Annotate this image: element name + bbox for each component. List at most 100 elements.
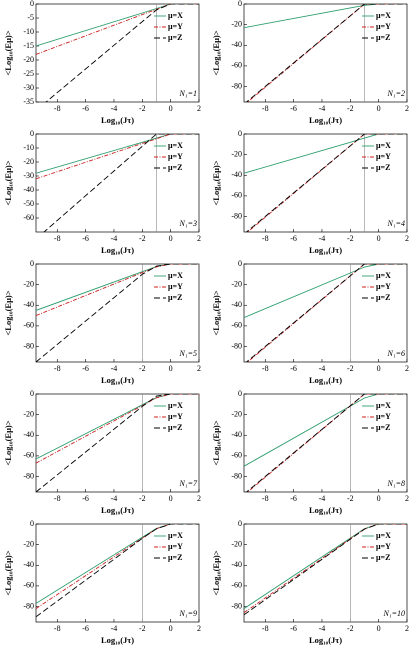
series-line: [36, 4, 199, 47]
x-tick-label: -6: [82, 364, 89, 373]
x-tick-label: 2: [405, 364, 409, 373]
legend-label: μ=Z: [168, 293, 182, 302]
y-tick-label: 0: [30, 0, 34, 8]
y-tick-label: -60: [231, 191, 242, 200]
y-tick-label: -80: [23, 471, 34, 480]
legend-label: μ=Y: [168, 152, 183, 161]
x-tick-label: 0: [377, 364, 381, 373]
x-tick-label: -2: [347, 104, 354, 113]
x-tick-label: 0: [377, 104, 381, 113]
series-line: [36, 134, 199, 174]
panel: 0-20-40-60-80-8 -6 -4 -2 0 2Log₁₀(Jτ)<Log₁₀(E…: [211, 259, 409, 385]
x-axis-label: Log₁₀(Jτ): [309, 115, 342, 125]
y-tick-label: -40: [231, 430, 242, 439]
x-tick-label: -8: [54, 494, 61, 503]
x-tick-label: -4: [319, 624, 326, 633]
y-tick-label: -20: [231, 409, 242, 418]
x-tick-label: 0: [377, 624, 381, 633]
y-tick-label: -10: [23, 143, 34, 152]
panel: 0-10-20-30-40-50-60-8 -6 -4 -2 0 2Log₁₀(Jτ)<L…: [3, 129, 201, 255]
legend-label: μ=X: [168, 271, 183, 280]
y-axis-label: <Log₁₀(Eμ)>: [3, 30, 13, 75]
y-tick-label: -80: [231, 471, 242, 480]
legend-label: μ=Z: [168, 423, 182, 432]
y-tick-label: -60: [231, 321, 242, 330]
y-tick-label: -40: [23, 430, 34, 439]
y-tick-label: -10: [23, 27, 34, 36]
x-axis-label: Log₁₀(Jτ): [309, 245, 342, 255]
series-line: [244, 524, 407, 616]
x-tick-label: 0: [169, 624, 173, 633]
series-line: [245, 134, 407, 232]
x-tick-label: -4: [111, 104, 118, 113]
legend-label: μ=Z: [168, 33, 182, 42]
panel: 0-5-10-15-20-25-30-35-8 -6 -4 -2 0 2Log₁₀(Jτ)…: [3, 0, 201, 125]
legend-label: μ=Z: [376, 423, 390, 432]
y-tick-label: -40: [23, 185, 34, 194]
series-line: [245, 394, 407, 492]
lines: [36, 4, 199, 102]
plot-frame: [243, 133, 408, 233]
panel: 0-20-40-60-80-8 -6 -4 -2 0 2Log₁₀(Jτ)<Log₁₀(E…: [211, 519, 409, 645]
y-tick-label: -20: [231, 19, 242, 28]
x-tick-label: -2: [139, 104, 146, 113]
x-tick-label: 0: [377, 494, 381, 503]
series-line: [245, 264, 407, 362]
legend-label: μ=Y: [376, 22, 391, 31]
x-tick-label: -4: [319, 364, 326, 373]
annotation: N₁=2: [386, 89, 405, 98]
y-tick-label: -80: [23, 601, 34, 610]
x-axis-label: Log₁₀(Jτ): [101, 245, 134, 255]
plot-frame: [35, 133, 200, 233]
x-tick-label: 2: [405, 494, 409, 503]
annotation: N₁=10: [382, 609, 405, 618]
legend-label: μ=X: [168, 531, 183, 540]
y-tick-label: -60: [231, 451, 242, 460]
legend-label: μ=Y: [168, 412, 183, 421]
y-tick-label: -80: [23, 341, 34, 350]
x-tick-label: 2: [197, 104, 201, 113]
plot-frame: [35, 393, 200, 493]
lines: [36, 524, 199, 618]
legend-label: μ=X: [376, 11, 391, 20]
series-line: [36, 264, 199, 317]
y-tick-label: -15: [23, 41, 34, 50]
series-line: [36, 394, 199, 464]
legend-label: μ=Z: [376, 293, 390, 302]
y-tick-label: 0: [30, 259, 34, 268]
x-tick-label: -4: [319, 104, 326, 113]
x-tick-label: -6: [82, 104, 89, 113]
series-line: [36, 524, 199, 618]
legend-label: μ=X: [376, 531, 391, 540]
legend-label: μ=Z: [376, 553, 390, 562]
series-line: [244, 264, 407, 319]
y-tick-label: -80: [231, 601, 242, 610]
plot-frame: [243, 523, 408, 623]
lines: [244, 394, 407, 492]
x-tick-label: 0: [377, 234, 381, 243]
legend-label: μ=X: [376, 141, 391, 150]
x-tick-label: -6: [82, 624, 89, 633]
y-tick-label: 0: [238, 389, 242, 398]
x-tick-label: -8: [262, 494, 269, 503]
x-tick-label: -6: [290, 104, 297, 113]
y-tick-label: 0: [238, 259, 242, 268]
legend-label: μ=Y: [168, 22, 183, 31]
legend-label: μ=Y: [376, 282, 391, 291]
legend-label: μ=Z: [168, 553, 182, 562]
plot-frame: [35, 263, 200, 363]
x-tick-label: -6: [82, 234, 89, 243]
x-tick-label: -2: [139, 364, 146, 373]
y-tick-label: -50: [23, 199, 34, 208]
y-tick-label: -40: [231, 40, 242, 49]
legend-label: μ=Z: [168, 163, 182, 172]
annotation: N₁=1: [178, 89, 197, 98]
x-tick-label: -8: [262, 104, 269, 113]
x-tick-label: -8: [262, 364, 269, 373]
x-tick-label: -6: [82, 494, 89, 503]
x-tick-label: -6: [290, 364, 297, 373]
annotation: N₁=4: [386, 219, 405, 228]
y-tick-label: 0: [238, 129, 242, 138]
y-tick-label: -20: [231, 149, 242, 158]
panel: 0-20-40-60-80-8 -6 -4 -2 0 2Log₁₀(Jτ)<Log₁₀(E…: [211, 0, 409, 125]
